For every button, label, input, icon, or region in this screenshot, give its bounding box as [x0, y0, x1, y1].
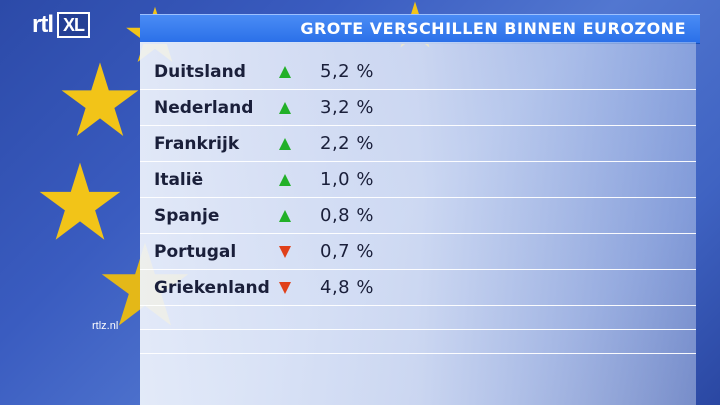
country-name: Nederland [154, 98, 254, 118]
country-name: Italië [154, 170, 204, 190]
percentage-value: 0,7 % [320, 241, 374, 262]
percentage-value: 4,8 % [320, 277, 374, 298]
triangle-down-icon [279, 246, 291, 258]
triangle-up-icon [279, 66, 291, 78]
empty-row [140, 330, 696, 354]
logo-brand: rtl [32, 11, 54, 38]
country-name: Frankrijk [154, 134, 240, 154]
country-name: Duitsland [154, 62, 246, 82]
table-row: Nederland 3,2 % [140, 90, 696, 126]
data-panel [140, 42, 696, 405]
country-name: Spanje [154, 206, 220, 226]
percentage-value: 3,2 % [320, 97, 374, 118]
triangle-up-icon [279, 174, 291, 186]
page-title: GROTE VERSCHILLEN BINNEN EUROZONE [300, 19, 686, 38]
eu-star-icon [61, 62, 139, 136]
triangle-up-icon [279, 102, 291, 114]
website-label: rtlz.nl [92, 320, 119, 332]
table-row: Spanje 0,8 % [140, 198, 696, 234]
percentage-value: 2,2 % [320, 133, 374, 154]
triangle-up-icon [279, 210, 291, 222]
table-row: Italië 1,0 % [140, 162, 696, 198]
table-row: Griekenland 4,8 % [140, 270, 696, 306]
empty-row [140, 306, 696, 330]
title-bar: GROTE VERSCHILLEN BINNEN EUROZONE [140, 14, 700, 44]
logo-suffix: XL [57, 12, 91, 38]
country-name: Portugal [154, 242, 237, 262]
percentage-value: 5,2 % [320, 61, 374, 82]
table-row: Duitsland 5,2 % [140, 54, 696, 90]
rtl-xl-logo: rtl XL [32, 10, 91, 40]
country-name: Griekenland [154, 278, 270, 298]
triangle-up-icon [279, 138, 291, 150]
eu-star-icon [39, 162, 121, 240]
triangle-down-icon [279, 282, 291, 294]
table-row: Portugal 0,7 % [140, 234, 696, 270]
percentage-value: 0,8 % [320, 205, 374, 226]
percentage-value: 1,0 % [320, 169, 374, 190]
table-row: Frankrijk 2,2 % [140, 126, 696, 162]
